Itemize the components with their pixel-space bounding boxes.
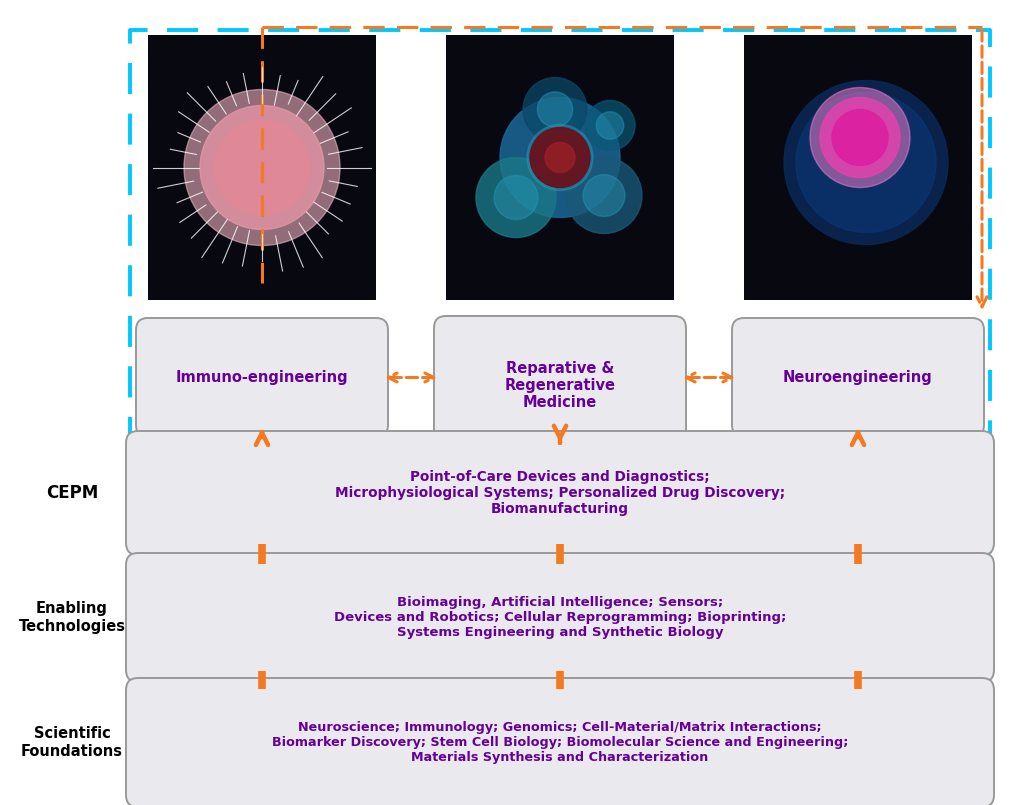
Text: Reparative &
Regenerative
Medicine: Reparative & Regenerative Medicine xyxy=(504,361,614,411)
Circle shape xyxy=(566,158,641,233)
Circle shape xyxy=(583,175,625,217)
Text: CEPM: CEPM xyxy=(46,484,98,502)
Circle shape xyxy=(537,92,572,127)
Text: Bioimaging, Artificial Intelligence; Sensors;
Devices and Robotics; Cellular Rep: Bioimaging, Artificial Intelligence; Sen… xyxy=(333,596,786,639)
Text: Neuroscience; Immunology; Genomics; Cell-Material/Matrix Interactions;
Biomarker: Neuroscience; Immunology; Genomics; Cell… xyxy=(271,721,848,764)
Circle shape xyxy=(493,175,537,220)
Circle shape xyxy=(183,89,339,246)
Circle shape xyxy=(200,105,324,229)
Circle shape xyxy=(819,97,899,177)
Circle shape xyxy=(795,93,935,233)
Circle shape xyxy=(214,119,310,216)
FancyBboxPatch shape xyxy=(126,431,994,555)
Text: Immuno-engineering: Immuno-engineering xyxy=(175,370,347,385)
FancyBboxPatch shape xyxy=(732,318,983,437)
FancyBboxPatch shape xyxy=(126,553,994,682)
Circle shape xyxy=(530,127,589,188)
Bar xyxy=(148,35,376,300)
Text: Enabling
Technologies: Enabling Technologies xyxy=(18,601,125,634)
Circle shape xyxy=(544,142,575,172)
Circle shape xyxy=(527,125,592,191)
Text: Scientific
Foundations: Scientific Foundations xyxy=(21,726,123,758)
Circle shape xyxy=(476,158,555,237)
Circle shape xyxy=(585,101,635,151)
Circle shape xyxy=(832,109,888,166)
Bar xyxy=(445,35,674,300)
Text: Neuroengineering: Neuroengineering xyxy=(783,370,932,385)
FancyBboxPatch shape xyxy=(433,316,686,455)
FancyBboxPatch shape xyxy=(126,678,994,805)
Circle shape xyxy=(809,88,909,188)
Text: Point-of-Care Devices and Diagnostics;
Microphysiological Systems; Personalized : Point-of-Care Devices and Diagnostics; M… xyxy=(334,470,785,516)
Circle shape xyxy=(523,77,586,142)
FancyBboxPatch shape xyxy=(136,318,387,437)
Circle shape xyxy=(784,80,947,245)
Circle shape xyxy=(499,97,620,217)
Bar xyxy=(743,35,971,300)
Circle shape xyxy=(596,112,624,139)
